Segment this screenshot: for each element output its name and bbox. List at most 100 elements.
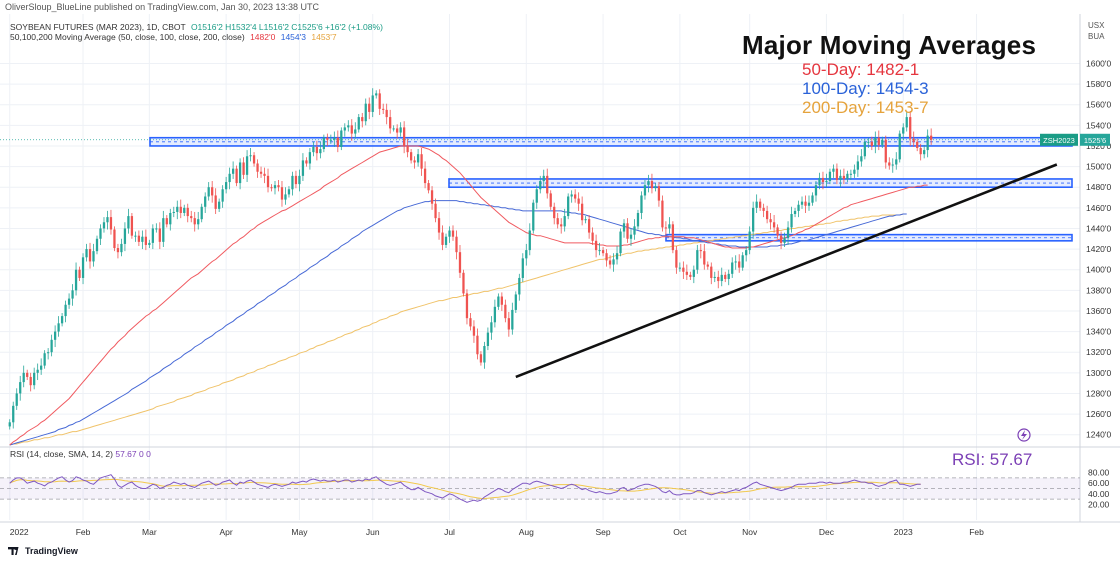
candle-body	[71, 290, 74, 299]
candle-body	[490, 322, 493, 333]
publisher-line: OliverSloup_BlueLine published on Tradin…	[5, 2, 320, 12]
candle-body	[158, 228, 161, 242]
candle-body	[354, 129, 357, 134]
candle-body	[148, 242, 151, 245]
candle-body	[186, 207, 189, 217]
candle-body	[238, 162, 242, 184]
candle-body	[8, 422, 11, 427]
ma100-label: 100-Day: 1454-3	[802, 79, 929, 98]
price-tick-label: 1560'0	[1086, 100, 1112, 110]
ma200-line	[9, 213, 904, 446]
candle-body	[113, 229, 116, 249]
ma-legend-label: 50,100,200 Moving Average (50, close, 10…	[10, 32, 245, 42]
candle-body	[462, 272, 465, 294]
candle-body	[298, 175, 301, 185]
candle-body	[762, 207, 765, 211]
lightning-icon	[1017, 428, 1031, 442]
candle-body	[144, 236, 147, 245]
rsi-pane	[0, 474, 1080, 503]
tradingview-logo[interactable]: TradingView	[8, 546, 78, 556]
time-tick-label: Nov	[742, 527, 758, 537]
candle-body	[249, 155, 252, 157]
candle-body	[783, 237, 786, 243]
time-tick-label: Jun	[366, 527, 380, 537]
candle-body	[839, 175, 842, 180]
candle-body	[392, 128, 395, 130]
rsi-legend-label: RSI (14, close, SMA, 14, 2)	[10, 449, 113, 459]
symbol-legend: SOYBEAN FUTURES (MAR 2023), 1D, CBOT O15…	[10, 22, 383, 32]
price-tick-label: 1400'0	[1086, 265, 1112, 275]
ohlc-values: O1516'2 H1532'4 L1516'2 C1525'6 +16'2 (+…	[190, 22, 383, 32]
price-tick-label: 1340'0	[1086, 327, 1112, 337]
candle-body	[682, 267, 685, 272]
price-tick-label: 1460'0	[1086, 203, 1112, 213]
candle-body	[416, 154, 420, 163]
candle-body	[591, 232, 594, 241]
candle-body	[752, 207, 755, 232]
candle-body	[315, 146, 319, 154]
candle-body	[615, 253, 619, 260]
candle-body	[371, 95, 374, 112]
candle-body	[151, 228, 154, 243]
candle-body	[19, 382, 22, 394]
price-tick-label: 1260'0	[1086, 409, 1112, 419]
candle-body	[863, 141, 866, 157]
candle-body	[842, 175, 846, 179]
candle-body	[650, 181, 654, 189]
candle-body	[399, 127, 402, 133]
price-tick-label: 1280'0	[1086, 388, 1112, 398]
candle-body	[696, 250, 699, 270]
price-tags: ZSH2023 1525'6	[1017, 133, 1110, 442]
candle-body	[685, 271, 688, 275]
candle-body	[567, 196, 570, 217]
candle-body	[277, 185, 280, 188]
candle-body	[183, 207, 186, 213]
candlesticks	[8, 88, 933, 430]
candle-body	[169, 212, 172, 225]
candle-body	[204, 196, 207, 207]
candle-body	[455, 236, 458, 253]
candle-body	[521, 258, 524, 278]
candle-body	[828, 171, 832, 182]
candle-body	[636, 212, 640, 227]
candle-body	[633, 226, 636, 235]
candle-body	[525, 250, 528, 259]
ma200-legend-value: 1453'7	[311, 32, 337, 42]
candle-body	[451, 230, 455, 237]
candle-body	[74, 269, 78, 291]
candle-body	[587, 219, 591, 233]
candle-body	[570, 194, 573, 197]
candle-body	[891, 164, 894, 166]
ma200-label: 200-Day: 1453-7	[802, 98, 929, 117]
candle-body	[378, 93, 381, 109]
candle-body	[483, 346, 486, 363]
candle-body	[375, 93, 378, 96]
candle-body	[692, 269, 695, 277]
candle-body	[479, 354, 483, 363]
price-tick-label: 1580'0	[1086, 79, 1112, 89]
price-tick-label: 1360'0	[1086, 306, 1112, 316]
time-tick-label: 2022	[10, 527, 29, 537]
candle-body	[874, 137, 877, 146]
candle-body	[305, 160, 308, 164]
candle-body	[835, 168, 839, 180]
trendline[interactable]	[515, 163, 1058, 379]
candle-body	[849, 173, 853, 175]
candle-body	[245, 156, 249, 175]
symbol-name: SOYBEAN FUTURES (MAR 2023), 1D, CBOT	[10, 22, 186, 32]
candle-body	[441, 232, 444, 245]
candle-body	[81, 257, 85, 278]
candle-body	[594, 240, 598, 251]
ma50-line	[9, 145, 928, 446]
candle-body	[629, 234, 633, 239]
candle-body	[612, 259, 615, 265]
candle-body	[643, 185, 647, 196]
candle-body	[877, 137, 880, 145]
candle-body	[413, 160, 416, 163]
moving-averages	[9, 145, 928, 446]
candle-body	[106, 217, 109, 223]
candle-body	[497, 296, 500, 307]
candle-body	[574, 194, 577, 199]
candle-body	[500, 296, 503, 305]
